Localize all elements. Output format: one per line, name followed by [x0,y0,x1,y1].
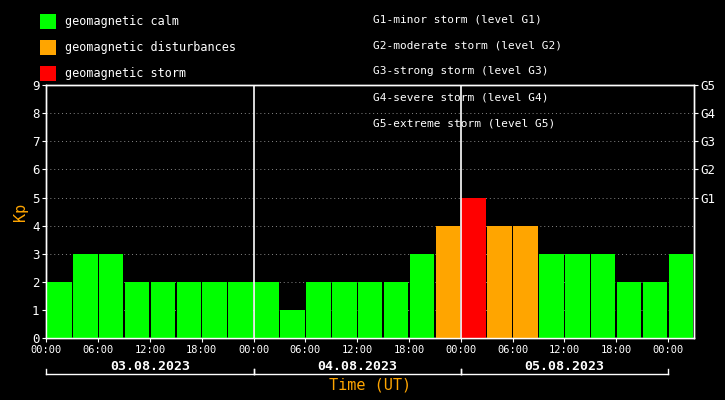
Bar [228,282,253,338]
Bar [384,282,408,338]
Bar [332,282,357,338]
Bar [254,282,279,338]
Bar [461,198,486,338]
Text: Time (UT): Time (UT) [329,377,411,392]
Bar [125,282,149,338]
Bar [99,254,123,338]
Bar [513,226,538,338]
Text: geomagnetic disturbances: geomagnetic disturbances [65,41,236,54]
Bar [176,282,201,338]
Bar [642,282,667,338]
Text: geomagnetic calm: geomagnetic calm [65,15,178,28]
Bar [617,282,642,338]
Y-axis label: Kp: Kp [13,202,28,221]
Bar [306,282,331,338]
Bar [73,254,98,338]
Bar [47,282,72,338]
Bar [591,254,616,338]
Text: G1-minor storm (level G1): G1-minor storm (level G1) [373,14,542,24]
Text: 05.08.2023: 05.08.2023 [524,360,605,372]
Bar [280,310,304,338]
Text: G4-severe storm (level G4): G4-severe storm (level G4) [373,92,549,102]
Bar [358,282,382,338]
Text: G5-extreme storm (level G5): G5-extreme storm (level G5) [373,118,555,128]
Bar [151,282,175,338]
Bar [410,254,434,338]
Text: geomagnetic storm: geomagnetic storm [65,67,186,80]
Bar [436,226,460,338]
Bar [539,254,564,338]
Bar [668,254,693,338]
Text: G3-strong storm (level G3): G3-strong storm (level G3) [373,66,549,76]
Text: 03.08.2023: 03.08.2023 [110,360,190,372]
Bar [487,226,512,338]
Bar [202,282,227,338]
Text: 04.08.2023: 04.08.2023 [317,360,397,372]
Bar [565,254,589,338]
Text: G2-moderate storm (level G2): G2-moderate storm (level G2) [373,40,563,50]
